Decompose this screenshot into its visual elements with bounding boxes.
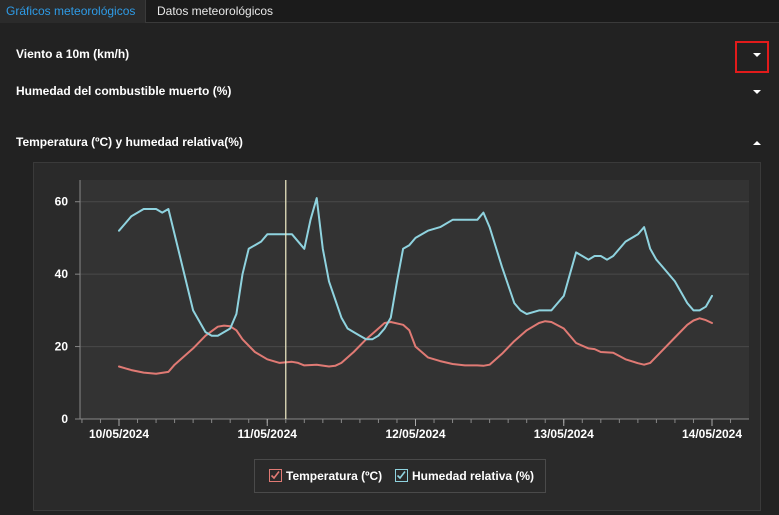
highlight-box — [735, 41, 769, 73]
legend-item-temperatura[interactable]: Temperatura (ºC) — [269, 469, 382, 485]
tab-bar: Gráficos meteorológicos Datos meteorológ… — [0, 0, 779, 23]
temperature-series-line — [118, 317, 713, 375]
legend-label-humedad: Humedad relativa (%) — [412, 469, 535, 483]
humidity-series-line — [118, 197, 713, 341]
section-viento-title: Viento a 10m (km/h) — [16, 47, 130, 61]
expand-viento-icon[interactable] — [751, 49, 763, 61]
plot-area — [80, 180, 749, 419]
y-tick-label: 40 — [55, 267, 69, 281]
x-tick-label: 13/05/2024 — [534, 427, 594, 441]
collapse-temperatura-icon[interactable] — [751, 137, 763, 149]
legend-label-temperatura: Temperatura (ºC) — [286, 469, 383, 483]
x-tick-label: 12/05/2024 — [385, 427, 445, 441]
section-viento-header[interactable]: Viento a 10m (km/h) — [0, 40, 779, 70]
y-tick-label: 20 — [55, 340, 69, 354]
section-humedad-combustible-header[interactable]: Humedad del combustible muerto (%) — [0, 77, 779, 107]
section-temperatura-header[interactable]: Temperatura (ºC) y humedad relativa(%) — [0, 128, 779, 158]
x-tick-label: 10/05/2024 — [89, 427, 149, 441]
section-humedad-combustible-title: Humedad del combustible muerto (%) — [16, 84, 232, 98]
tab-graficos-meteorologicos[interactable]: Gráficos meteorológicos — [0, 0, 146, 23]
y-tick-label: 60 — [55, 195, 69, 209]
tab-datos-meteorologicos[interactable]: Datos meteorológicos — [157, 4, 274, 18]
x-tick-label: 14/05/2024 — [682, 427, 742, 441]
legend-item-humedad[interactable]: Humedad relativa (%) — [395, 469, 534, 485]
expand-humedad-combustible-icon[interactable] — [751, 86, 763, 98]
legend-checkbox-temperatura-icon[interactable] — [269, 469, 282, 483]
y-tick-label: 0 — [61, 412, 68, 426]
section-temperatura-title: Temperatura (ºC) y humedad relativa(%) — [16, 135, 243, 149]
x-tick-label: 11/05/2024 — [238, 427, 298, 441]
legend-checkbox-humedad-icon[interactable] — [395, 469, 408, 483]
chart-legend: Temperatura (ºC) Humedad relativa (%) — [254, 459, 546, 493]
